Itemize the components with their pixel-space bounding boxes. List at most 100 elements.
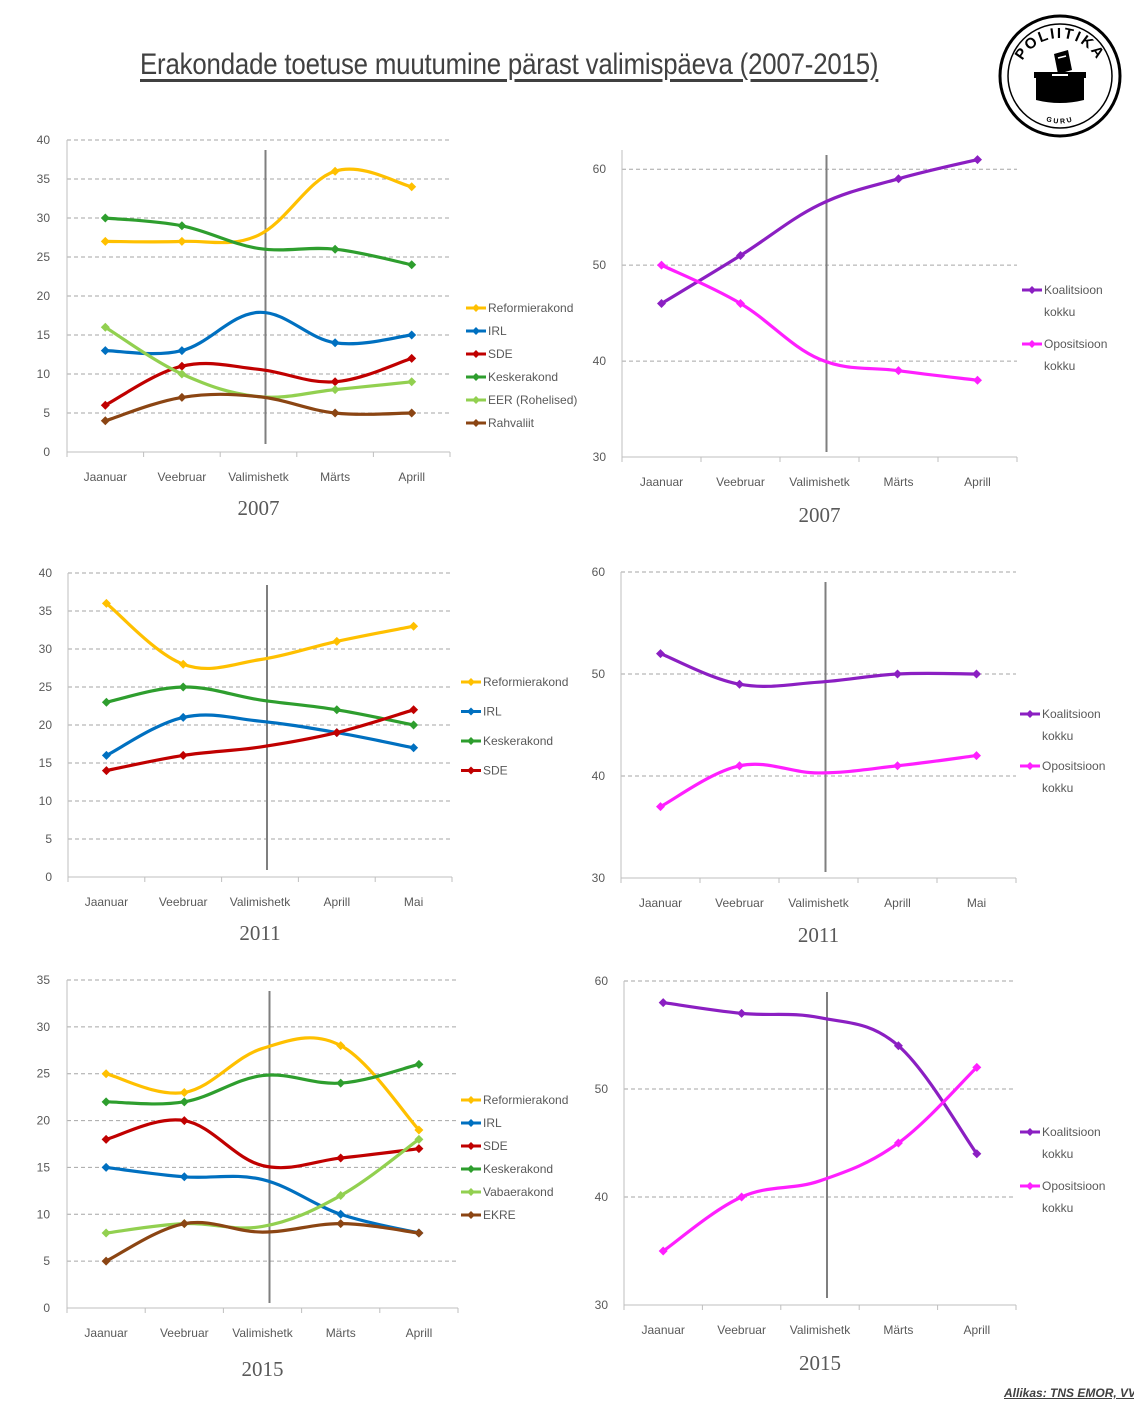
data-point xyxy=(179,1116,189,1126)
data-point xyxy=(736,299,745,308)
data-point xyxy=(177,236,187,246)
legend-label: IRL xyxy=(483,705,502,719)
legend-marker xyxy=(467,766,475,775)
legend-marker xyxy=(1026,762,1034,770)
y-tick-label: 50 xyxy=(593,258,607,272)
politika-guru-logo: POLIITIKA GURU xyxy=(998,14,1122,138)
series-line xyxy=(104,325,412,399)
series-line xyxy=(105,602,414,671)
legend-marker xyxy=(472,373,480,381)
legend-label: Keskerakond xyxy=(483,1162,553,1176)
series-line xyxy=(659,652,977,688)
legend-label: SDE xyxy=(488,347,513,361)
legend-marker xyxy=(472,350,480,358)
series-line xyxy=(105,1165,420,1235)
data-point xyxy=(973,375,982,385)
data-point xyxy=(101,1134,111,1144)
data-point xyxy=(332,705,342,715)
data-point xyxy=(972,1149,982,1159)
y-tick-label: 15 xyxy=(39,756,53,770)
legend-marker xyxy=(472,327,480,335)
y-tick-label: 35 xyxy=(37,973,51,987)
x-tick-label: Valimishetk xyxy=(228,470,289,484)
y-tick-label: 10 xyxy=(37,367,51,381)
data-point xyxy=(656,802,665,812)
data-point xyxy=(657,260,666,270)
y-tick-label: 30 xyxy=(595,1298,609,1312)
data-point xyxy=(332,728,342,738)
data-point xyxy=(414,1059,424,1069)
data-point xyxy=(178,712,188,722)
series-line xyxy=(105,1138,420,1235)
series-line xyxy=(105,310,412,356)
chart-year-label: 2015 xyxy=(242,1357,284,1381)
data-point xyxy=(330,166,340,176)
y-tick-label: 50 xyxy=(595,1082,609,1096)
legend-marker xyxy=(1026,1182,1034,1190)
y-tick-label: 35 xyxy=(37,172,51,186)
data-point xyxy=(330,244,340,254)
data-point xyxy=(737,1008,747,1018)
y-tick-label: 30 xyxy=(37,211,51,225)
x-tick-label: Aprill xyxy=(884,896,911,910)
y-tick-label: 5 xyxy=(43,1254,50,1268)
legend-label: Opositsioon kokku xyxy=(1044,337,1107,373)
data-point xyxy=(336,1209,346,1219)
y-tick-label: 35 xyxy=(39,604,53,618)
data-point xyxy=(177,221,187,231)
data-point xyxy=(407,260,417,270)
x-tick-label: Veebruar xyxy=(717,1323,766,1337)
data-point xyxy=(330,385,340,395)
legend-label: Opositsioon kokku xyxy=(1042,1179,1105,1215)
data-point xyxy=(101,1069,111,1079)
x-tick-label: Veebruar xyxy=(716,475,765,489)
data-point xyxy=(179,1219,189,1229)
y-tick-label: 40 xyxy=(592,769,606,783)
y-tick-label: 20 xyxy=(39,718,53,732)
y-tick-label: 30 xyxy=(39,642,53,656)
data-point xyxy=(894,174,903,184)
data-point xyxy=(407,330,417,340)
data-point xyxy=(177,369,187,379)
data-point xyxy=(972,1062,982,1072)
data-point xyxy=(178,682,188,692)
series-line xyxy=(662,1001,979,1155)
series-line xyxy=(105,1220,420,1263)
y-tick-label: 25 xyxy=(39,680,53,694)
legend-marker xyxy=(467,1142,475,1150)
series-line xyxy=(104,356,413,407)
x-tick-label: Aprill xyxy=(964,475,991,489)
series-line xyxy=(105,216,413,267)
y-tick-label: 0 xyxy=(45,870,52,884)
data-point xyxy=(414,1228,424,1238)
chart-4: 30 40 50 60 Jaanuar Veebruar Valimishetk Aprill… xyxy=(592,565,1106,947)
legend-label: Koalitsioon kokku xyxy=(1042,707,1101,743)
chart-year-label: 2011 xyxy=(239,921,280,945)
y-tick-label: 40 xyxy=(595,1190,609,1204)
data-point xyxy=(178,659,188,669)
x-tick-label: Mai xyxy=(404,895,423,909)
legend-label: Rahvaliit xyxy=(488,416,535,430)
data-point xyxy=(893,1041,903,1051)
data-point xyxy=(336,1041,346,1051)
data-point xyxy=(177,346,187,356)
x-tick-label: Märts xyxy=(883,1323,913,1337)
data-point xyxy=(409,720,419,730)
y-tick-label: 10 xyxy=(37,1207,51,1221)
data-point xyxy=(100,400,110,410)
chart-3: 0 5 10 15 20 25 30 35 40 Jaanuar Veebruar Valimishe… xyxy=(39,566,569,945)
x-tick-label: Jaanuar xyxy=(639,896,682,910)
series-line xyxy=(105,167,413,245)
legend-label: EER (Rohelised) xyxy=(488,393,577,407)
data-point xyxy=(330,338,340,348)
data-point xyxy=(737,1192,747,1202)
x-tick-label: Aprill xyxy=(963,1323,990,1337)
data-point xyxy=(893,761,902,771)
data-point xyxy=(972,669,981,679)
page-title: Erakondade toetuse muutumine pärast vali… xyxy=(140,48,879,81)
y-tick-label: 10 xyxy=(39,794,53,808)
y-tick-label: 60 xyxy=(595,974,609,988)
legend-marker xyxy=(467,737,475,745)
y-tick-label: 5 xyxy=(45,832,52,846)
